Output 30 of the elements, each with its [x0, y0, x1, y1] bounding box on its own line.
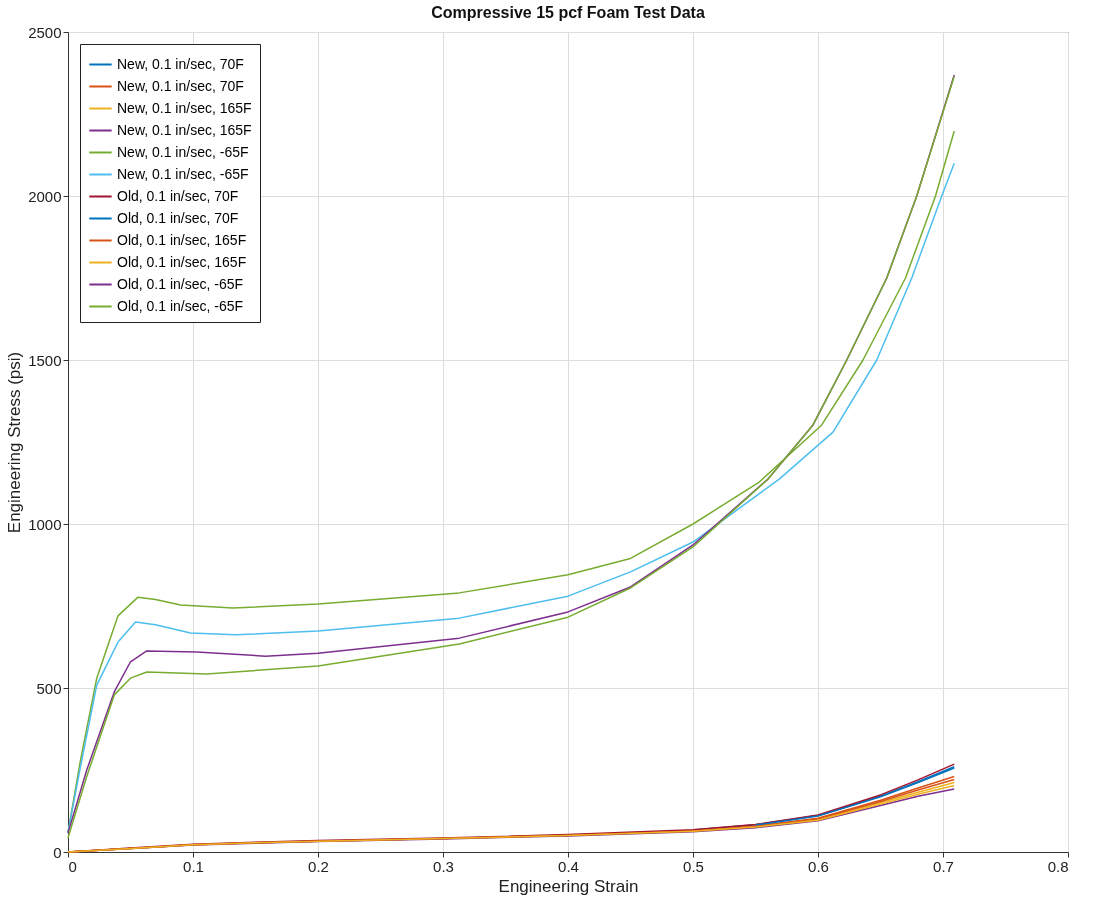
chart-title: Compressive 15 pcf Foam Test Data [431, 4, 705, 21]
x-tick-label: 0.4 [558, 857, 579, 875]
legend-label: Old, 0.1 in/sec, 70F [117, 187, 239, 204]
x-tick-label: 0.5 [683, 857, 704, 875]
y-tick-label: 1000 [28, 515, 62, 533]
y-tick-label: 0 [53, 843, 62, 861]
legend-label: Old, 0.1 in/sec, 70F [117, 209, 239, 226]
x-tick-label: 0.7 [933, 857, 954, 875]
legend-label: New, 0.1 in/sec, -65F [117, 165, 249, 182]
legend-label: Old, 0.1 in/sec, 165F [117, 253, 247, 270]
x-tick-label: 0.1 [183, 857, 204, 875]
y-tick-label: 500 [36, 679, 62, 697]
x-tick-label: 0.8 [1047, 857, 1069, 875]
legend-label: New, 0.1 in/sec, 165F [117, 121, 252, 138]
legend-label: Old, 0.1 in/sec, -65F [117, 275, 244, 292]
x-tick-label: 0.2 [308, 857, 329, 875]
legend-label: New, 0.1 in/sec, -65F [117, 143, 249, 160]
y-tick-label: 2500 [28, 23, 62, 41]
legend-label: New, 0.1 in/sec, 165F [117, 99, 252, 116]
legend-label: Old, 0.1 in/sec, 165F [117, 231, 247, 248]
y-tick-label: 2000 [28, 187, 62, 205]
x-tick-label: 0 [68, 857, 77, 875]
legend-label: New, 0.1 in/sec, 70F [117, 77, 244, 94]
x-axis-title: Engineering Strain [498, 876, 639, 896]
legend-label: New, 0.1 in/sec, 70F [117, 55, 244, 72]
legend-label: Old, 0.1 in/sec, -65F [117, 297, 244, 314]
x-tick-label: 0.3 [433, 857, 454, 875]
y-axis-title: Engineering Stress (psi) [5, 351, 25, 534]
x-tick-label: 0.6 [808, 857, 829, 875]
y-tick-label: 1500 [28, 351, 62, 369]
